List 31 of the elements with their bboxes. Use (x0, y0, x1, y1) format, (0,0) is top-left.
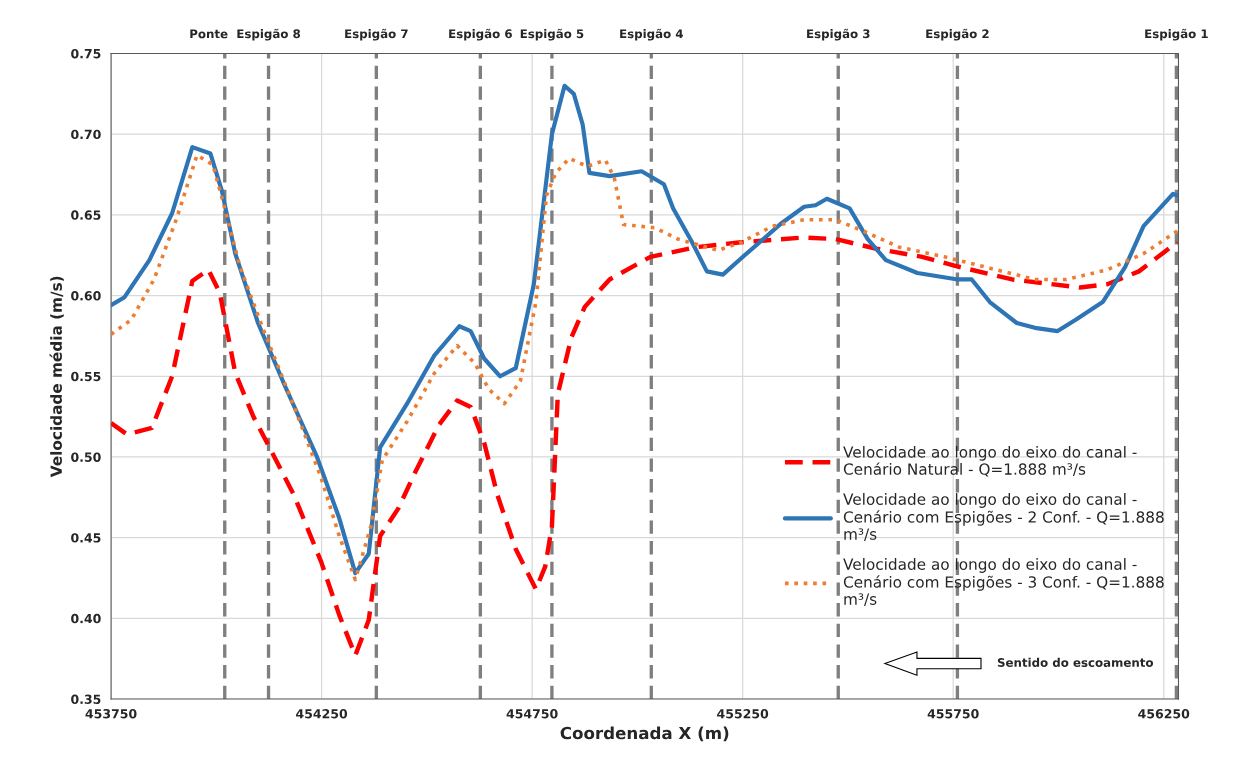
x-axis-title: Coordenada X (m) (560, 726, 729, 742)
y-axis-title: Velocidade média (m/s) (49, 276, 64, 478)
ref-line-label: Espigão 8 (237, 28, 301, 41)
ref-line-label: Espigão 1 (1145, 28, 1208, 41)
x-tick-label: 454250 (296, 709, 348, 719)
x-tick-label: 453750 (85, 709, 137, 719)
x-tick-label: 456250 (1138, 709, 1190, 719)
x-tick-label: 455750 (927, 709, 979, 719)
ref-line-label: Espigão 3 (807, 28, 870, 41)
y-tick-label: 0.75 (71, 48, 101, 59)
y-tick-label: 0.50 (71, 452, 101, 462)
y-tick-label: 0.65 (71, 210, 101, 220)
y-tick-label: 0.55 (71, 371, 101, 382)
y-tick-label: 0.45 (71, 533, 101, 543)
line-series (111, 83, 1179, 576)
ref-line-label: Espigão 6 (449, 28, 512, 41)
line-series (111, 235, 1179, 658)
y-tick-label: 0.70 (71, 129, 101, 140)
ref-line-label: Espigão 4 (620, 28, 683, 41)
annotation: Sentido do escoamento (997, 657, 1154, 667)
ref-line-label: Ponte (190, 29, 228, 39)
ref-line-label: Espigão 5 (520, 28, 584, 41)
x-tick-label: 455250 (717, 709, 769, 719)
ref-line-label: Espigão 7 (345, 28, 408, 41)
ref-line-label: Espigão 2 (926, 28, 989, 41)
legend-label: Velocidade ao longo do eixo do canal - Cenário Natural - Q=1.888 m³/s (843, 445, 1137, 477)
y-tick-label: 0.35 (71, 694, 101, 704)
y-tick-label: 0.60 (71, 291, 101, 301)
y-tick-label: 0.40 (71, 613, 101, 624)
legend-label: Velocidade ao longo do eixo do canal - Cenário com Espigões - 2 Conf. - Q=1.888 m³/s (843, 493, 1164, 542)
x-tick-label: 454750 (506, 709, 558, 719)
